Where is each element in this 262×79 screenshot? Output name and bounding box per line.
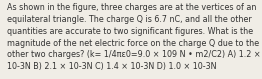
- Text: As shown in the figure, three charges are at the vertices of an
equilateral tria: As shown in the figure, three charges ar…: [7, 3, 260, 71]
